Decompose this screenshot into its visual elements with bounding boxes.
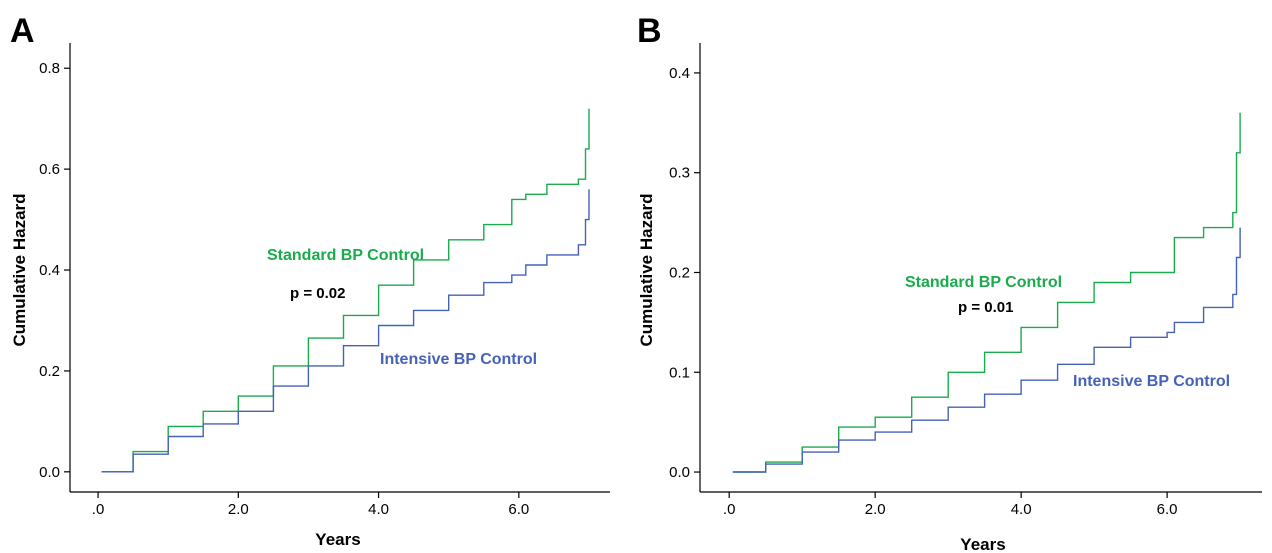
panel-b-x-tick-label: 6.0 [1157, 501, 1178, 518]
panel-b: B Cumulative Hazard Years Standard BP Co… [637, 12, 1262, 553]
panel-a-x-tick-label: 6.0 [508, 501, 529, 518]
panel-b-x-axis-title: Years [960, 535, 1005, 553]
panel-b-standard-label: Standard BP Control [905, 274, 1062, 291]
panel-a-y-tick-label: 0.2 [39, 363, 60, 380]
panel-a-x-axis-title: Years [315, 530, 360, 549]
panel-b-y-tick-label: 0.0 [669, 464, 690, 481]
panel-b-intensive-label: Intensive BP Control [1073, 373, 1230, 390]
panel-b-y-tick-label: 0.2 [669, 264, 690, 281]
panel-a-standard-label: Standard BP Control [267, 247, 424, 264]
panel-b-p-value: p = 0.01 [958, 299, 1013, 316]
panel-a-y-axis-title: Cumulative Hazard [10, 193, 29, 346]
panel-b-x-tick-label: 2.0 [865, 501, 886, 518]
panel-a-label: A [10, 12, 35, 50]
panel-a: A Cumulative Hazard Years Standard BP Co… [10, 12, 610, 549]
panel-a-series-intensive-line [101, 189, 590, 473]
panel-b-y-tick-label: 0.1 [669, 364, 690, 381]
panel-b-x-tick-label: .0 [723, 501, 736, 518]
panel-a-p-value: p = 0.02 [290, 285, 345, 302]
panel-a-series-standard-line [101, 108, 590, 473]
panel-a-intensive-label: Intensive BP Control [380, 351, 537, 368]
panel-b-series-intensive-line [732, 227, 1241, 473]
panel-b-y-tick-label: 0.3 [669, 165, 690, 182]
panel-b-series-standard-line [732, 112, 1241, 473]
panel-b-x-tick-label: 4.0 [1011, 501, 1032, 518]
panel-a-x-tick-label: 2.0 [228, 501, 249, 518]
panel-b-label: B [637, 12, 662, 50]
panel-a-x-tick-label: .0 [92, 501, 105, 518]
panel-a-y-tick-label: 0.0 [39, 464, 60, 481]
panel-b-y-tick-label: 0.4 [669, 65, 690, 82]
panel-a-y-tick-label: 0.6 [39, 161, 60, 178]
panel-a-y-tick-label: 0.4 [39, 262, 60, 279]
panel-b-y-axis-title: Cumulative Hazard [637, 193, 656, 346]
panel-a-x-tick-label: 4.0 [368, 501, 389, 518]
panel-a-y-tick-label: 0.8 [39, 60, 60, 77]
